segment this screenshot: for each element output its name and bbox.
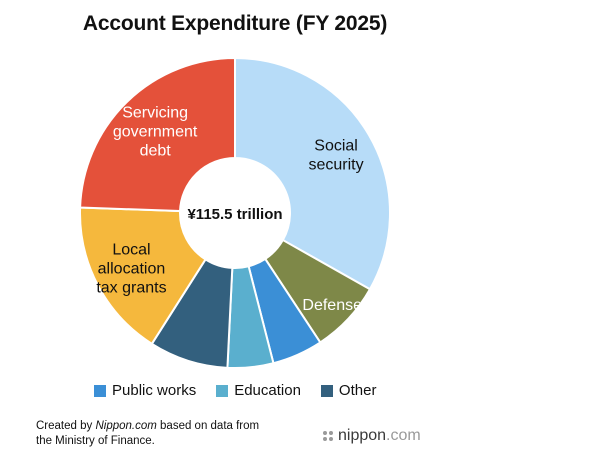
legend-item-other: Other <box>320 382 377 399</box>
credit-suffix: based on data from <box>156 420 260 432</box>
pie-slice-local-allocation-tax-grants <box>79 206 207 346</box>
pie-chart: Social security Defense Local allocation tax … <box>79 56 391 369</box>
brand-logo: nippon.com <box>323 427 421 445</box>
legend-swatch-public-works <box>94 384 106 397</box>
brand-name: nippon <box>338 427 387 444</box>
legend: Public works Education Other <box>94 382 376 399</box>
chart-title: Account Expenditure (FY 2025) <box>82 12 388 35</box>
legend-label: Education <box>234 382 301 399</box>
legend-label: Public works <box>112 382 197 399</box>
pie-slice-social-security <box>234 56 391 291</box>
legend-label: Other <box>338 382 377 399</box>
credit-line2: the Ministry of Finance. <box>36 435 155 447</box>
slice-label-social-security: Social security <box>308 138 363 174</box>
legend-item-education: Education <box>216 382 301 399</box>
credit-prefix: Created by <box>36 420 96 432</box>
credit-site: Nippon.com <box>95 420 157 432</box>
source-credit: Created by Nippon.com based on data from… <box>36 419 296 449</box>
slice-label-defense: Defense <box>302 297 362 314</box>
logo-dots-icon <box>323 431 333 441</box>
legend-swatch-other <box>320 384 333 397</box>
slice-label-servicing-government-debt: Servicing government debt <box>113 104 198 159</box>
legend-item-public-works: Public works <box>94 382 196 399</box>
legend-swatch-education <box>216 384 229 397</box>
pie-slice-servicing-government-debt <box>79 56 236 213</box>
center-total-label: ¥115.5 trillion <box>187 206 282 223</box>
slice-label-local-allocation-tax-grants: Local allocation tax grants <box>96 242 166 297</box>
brand-suffix: .com <box>386 427 421 444</box>
